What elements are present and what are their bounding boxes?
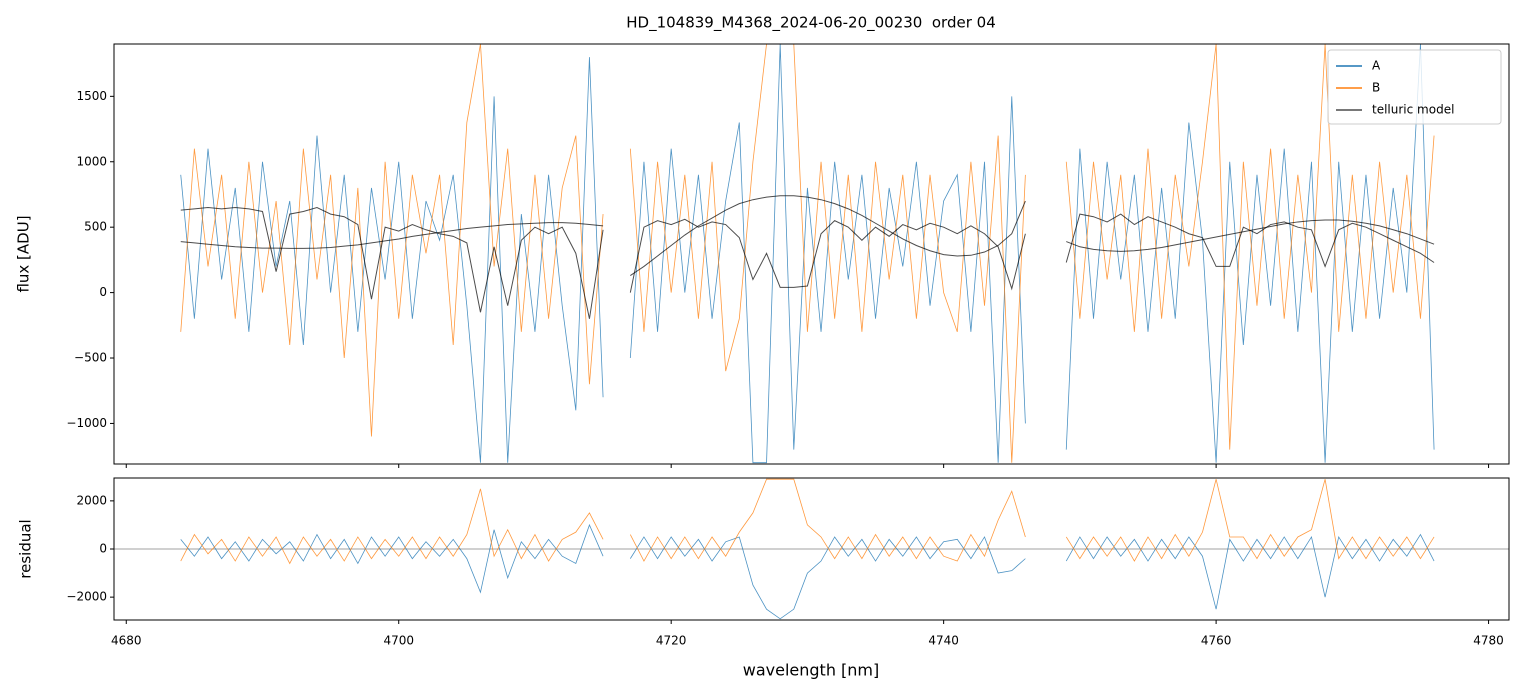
series-line [180, 44, 1435, 464]
legend-label: A [1372, 59, 1381, 73]
x-tick-label: 4720 [656, 634, 687, 648]
legend-box [1327, 49, 1502, 125]
y-tick-label: 2000 [76, 493, 107, 507]
y-tick-label: −500 [74, 351, 107, 365]
y-tick-label: −1000 [66, 416, 107, 430]
x-tick-label: 4780 [1473, 634, 1504, 648]
x-tick-label: 4760 [1201, 634, 1232, 648]
plot-area [114, 478, 1509, 620]
legend-label: B [1372, 81, 1380, 95]
y-tick-label: 1000 [76, 154, 107, 168]
axes-frame [113, 43, 1510, 465]
y-axis-label: residual [17, 519, 35, 578]
series-line [180, 195, 1435, 277]
x-tick-label: 4740 [928, 634, 959, 648]
series-line [180, 478, 1435, 565]
plot-area [180, 44, 1435, 464]
y-tick-label: 500 [84, 220, 107, 234]
x-tick-label: 4680 [111, 634, 142, 648]
y-tick-label: 0 [99, 285, 107, 299]
y-tick-label: −2000 [66, 590, 107, 604]
series-line [180, 523, 1435, 620]
y-tick-label: 1500 [76, 89, 107, 103]
legend-label: telluric model [1372, 103, 1454, 117]
y-axis-label: flux [ADU] [15, 215, 33, 292]
y-tick-label: 0 [99, 542, 107, 556]
x-axis-label: wavelength [nm] [743, 661, 880, 680]
x-tick-label: 4700 [383, 634, 414, 648]
chart-title: HD_104839_M4368_2024-06-20_00230 order 0… [626, 14, 996, 33]
